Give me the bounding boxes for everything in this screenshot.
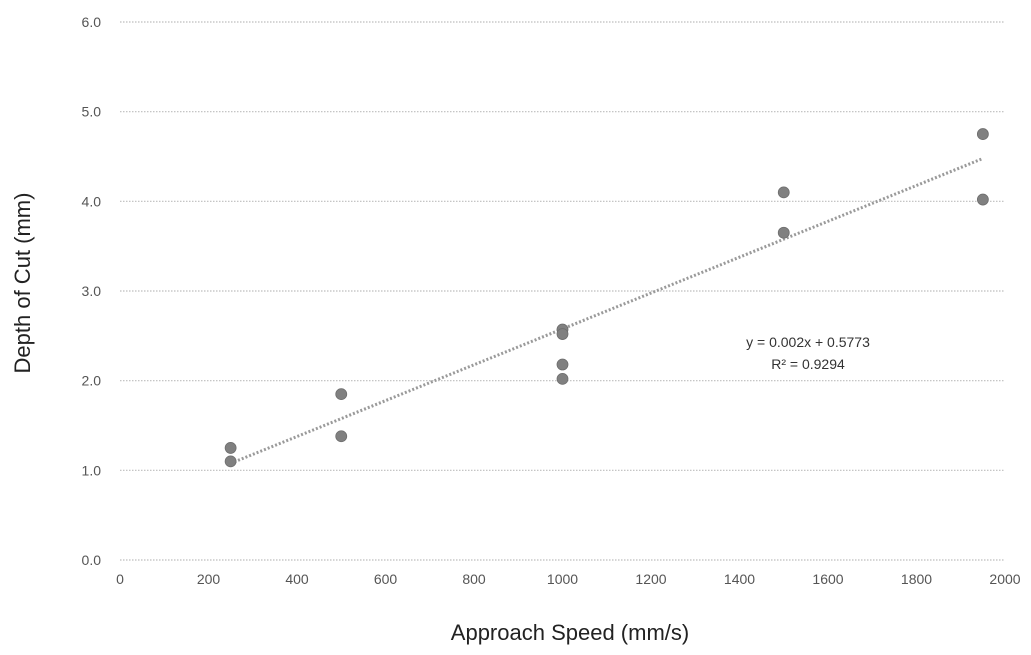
y-tick-label: 0.0: [82, 552, 102, 568]
x-tick-label: 1000: [547, 571, 578, 587]
x-tick-label: 400: [285, 571, 309, 587]
x-tick-label: 0: [116, 571, 124, 587]
y-tick-label: 4.0: [82, 193, 102, 209]
data-point: [556, 328, 569, 340]
data-point: [224, 455, 237, 468]
trendline-equation-label: y = 0.002x + 0.5773: [746, 334, 870, 350]
x-tick-label: 2000: [989, 571, 1020, 587]
x-tick-label: 200: [197, 571, 221, 587]
linear-trendline: [230, 157, 984, 465]
x-tick-label: 1800: [901, 571, 932, 587]
x-tick-label: 1400: [724, 571, 755, 587]
points-layer: [224, 128, 989, 468]
data-point: [777, 186, 790, 199]
trendline-r-squared-label: R² = 0.9294: [771, 356, 845, 372]
data-point: [556, 358, 569, 371]
y-tick-label: 6.0: [82, 14, 102, 30]
y-tick-label: 2.0: [82, 373, 102, 389]
y-tick-label: 3.0: [82, 283, 102, 299]
x-tick-label: 800: [462, 571, 486, 587]
trendline-layer: [230, 157, 984, 465]
data-point: [224, 442, 237, 454]
x-tick-label: 1600: [812, 571, 843, 587]
data-point: [976, 128, 989, 140]
x-tick-label: 1200: [635, 571, 666, 587]
data-point: [777, 226, 790, 239]
x-tick-label: 600: [374, 571, 398, 587]
data-point: [556, 372, 569, 385]
y-tick-labels: 0.0 1.0 2.0 3.0 4.0 5.0 6.0: [82, 14, 102, 568]
x-tick-labels: 0 200 400 600 800 1000 1200 1400 1600 1800 2000: [116, 571, 1021, 587]
data-point: [976, 193, 989, 206]
y-tick-label: 1.0: [82, 462, 102, 478]
data-point: [335, 388, 348, 401]
x-axis-title: Approach Speed (mm/s): [451, 620, 689, 645]
y-axis-title: Depth of Cut (mm): [10, 193, 35, 374]
y-tick-label: 5.0: [82, 104, 102, 120]
gridlines: [120, 21, 1005, 561]
data-point: [335, 430, 348, 443]
